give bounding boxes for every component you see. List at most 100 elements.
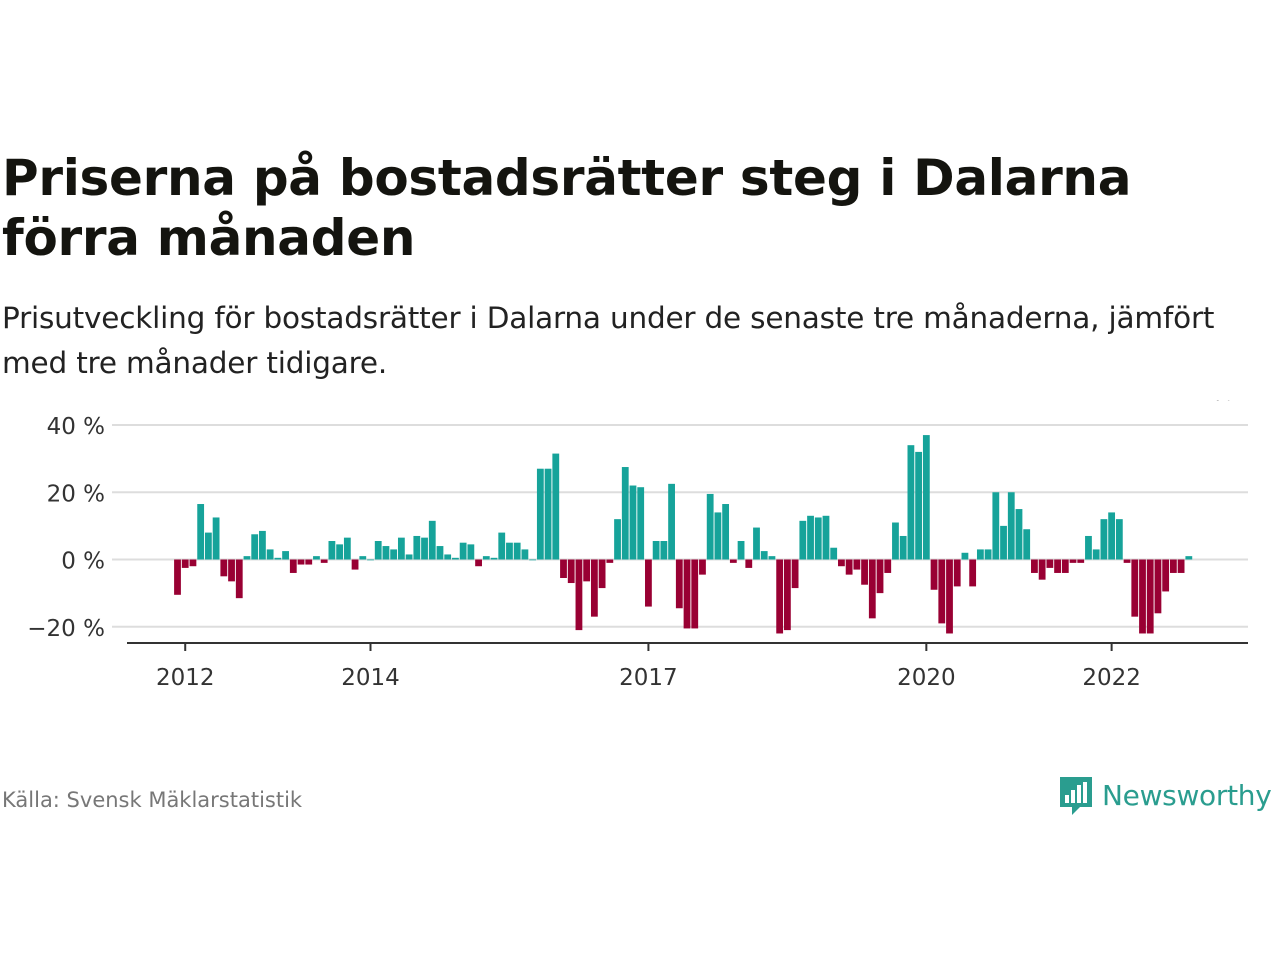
bar [938, 559, 946, 624]
bar [274, 557, 282, 560]
bar [1007, 492, 1015, 560]
bar [768, 556, 776, 560]
bar [351, 559, 359, 570]
bar [336, 544, 344, 560]
bar [946, 559, 953, 634]
bar [397, 537, 405, 560]
bar [374, 541, 382, 560]
bar [1139, 559, 1146, 634]
bar [753, 527, 760, 560]
last-value-label: 1 % [1190, 400, 1234, 406]
y-tick-label: 40 % [47, 414, 105, 440]
bar [807, 515, 814, 560]
bar [637, 487, 645, 560]
bar [189, 559, 197, 567]
bar-chart-speech-bubble-icon [1060, 777, 1092, 815]
y-tick-label: 20 % [47, 481, 105, 507]
bar [930, 559, 938, 590]
x-tick-label: 2012 [156, 665, 215, 691]
bar [1131, 559, 1139, 617]
bar [359, 556, 367, 560]
bar [629, 485, 637, 560]
bar [444, 554, 452, 560]
bar-chart: 40 % 20 % 0 % −20 % 2012 2014 2017 2020 2022 1 … [27, 400, 1248, 691]
bar [598, 559, 606, 589]
bar [1177, 559, 1185, 573]
bar [1162, 559, 1170, 592]
annotations: 1 % [1190, 400, 1234, 406]
bar [1100, 519, 1108, 560]
bar [1123, 559, 1131, 563]
bar [552, 453, 560, 560]
bars [174, 435, 1193, 634]
bar [228, 559, 235, 582]
bar [984, 549, 992, 560]
bar [814, 517, 822, 560]
x-tick-label: 2014 [341, 665, 400, 691]
bar [830, 547, 838, 560]
bar [791, 559, 799, 589]
bar [405, 554, 413, 560]
bar [583, 559, 591, 582]
bar [1146, 559, 1154, 634]
brand-name: Newsworthy [1102, 778, 1272, 812]
bar [714, 512, 722, 560]
bar [212, 517, 220, 560]
bar [691, 559, 699, 629]
bar [722, 504, 730, 560]
bar [953, 559, 961, 587]
bar [1115, 519, 1123, 560]
bar [992, 492, 1000, 560]
bar [915, 451, 923, 560]
bar [197, 504, 205, 560]
bar [498, 532, 506, 560]
bar [266, 549, 274, 560]
source-note: Källa: Svensk Mäklarstatistik [2, 788, 303, 812]
bar [760, 551, 768, 560]
bar [482, 556, 490, 560]
bar [204, 532, 212, 560]
bar [343, 537, 351, 560]
bar [459, 542, 467, 560]
bar [845, 559, 853, 575]
bar [1085, 535, 1092, 560]
bar [1169, 559, 1177, 573]
bar [899, 535, 907, 560]
bar [660, 541, 668, 560]
bar [645, 559, 652, 607]
bar [861, 559, 868, 585]
bar [529, 559, 537, 561]
bar [305, 559, 313, 565]
bar [428, 520, 436, 560]
x-tick-label: 2017 [619, 665, 678, 691]
bar [621, 467, 629, 560]
bar [513, 542, 521, 560]
x-tick-label: 2020 [897, 665, 956, 691]
bar [220, 559, 228, 577]
bar [452, 557, 459, 560]
bar [907, 445, 915, 560]
bar [776, 559, 784, 634]
bar [683, 559, 691, 629]
brand-logo: Newsworthy [1058, 772, 1272, 818]
bar [521, 549, 529, 560]
bar [243, 556, 251, 560]
bar [838, 559, 845, 567]
y-axis-labels: 40 % 20 % 0 % −20 % [27, 414, 105, 642]
bar [1015, 509, 1023, 560]
bar [544, 468, 552, 560]
bar [506, 542, 513, 560]
chart-subtitle: Prisutveckling för bostadsrätter i Dalar… [2, 301, 1215, 380]
bar [320, 559, 328, 563]
bar [313, 556, 320, 560]
bar [475, 559, 482, 567]
chart-title: Priserna på bostadsrätter steg i Dalarna… [2, 149, 1132, 267]
bar [567, 559, 575, 584]
bar [590, 559, 598, 617]
bar [745, 559, 753, 568]
bar [436, 546, 444, 560]
bar [181, 559, 189, 568]
bar [536, 468, 544, 560]
bar [282, 551, 289, 560]
bar [799, 520, 807, 560]
